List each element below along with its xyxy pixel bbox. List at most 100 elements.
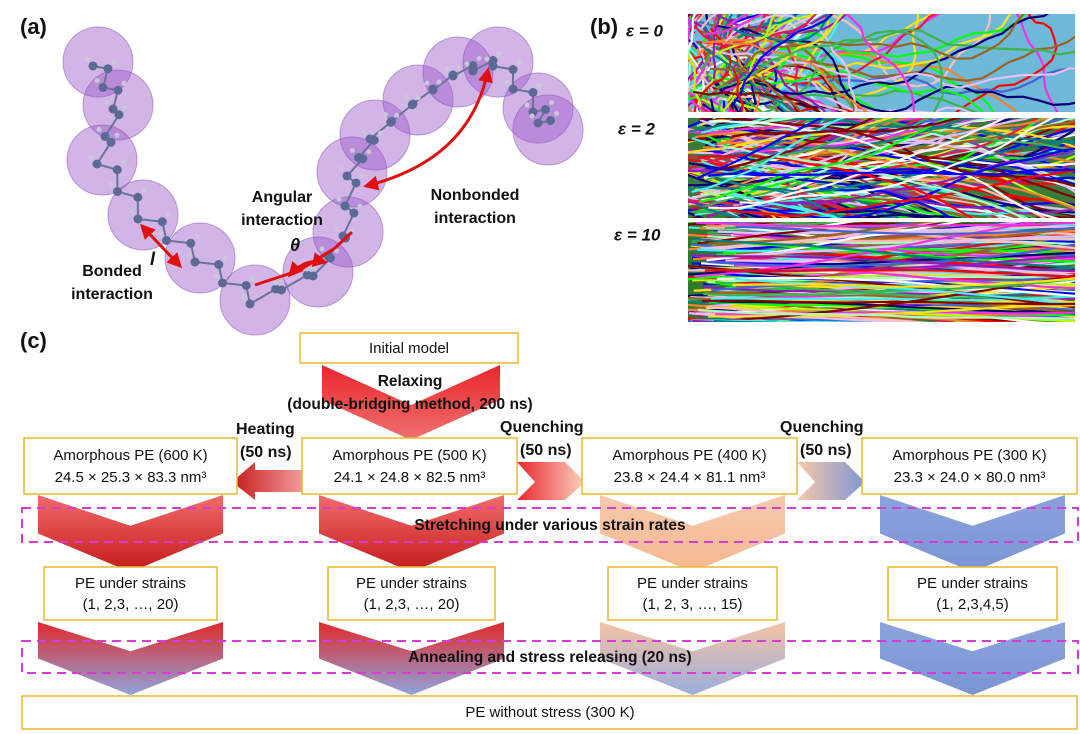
box-text: Amorphous PE (500 K)	[332, 447, 486, 464]
hydrogen	[350, 148, 355, 153]
atom	[186, 238, 196, 248]
chain-line	[699, 118, 952, 203]
chain-line	[715, 29, 944, 112]
hydrogen	[464, 61, 470, 67]
chain-line	[734, 132, 1047, 218]
box-text: PE under strains	[917, 575, 1028, 592]
chain-line	[692, 14, 704, 34]
atom	[342, 171, 352, 181]
hydrogen	[249, 276, 255, 281]
atom	[214, 260, 224, 269]
hydrogen	[496, 51, 502, 56]
chain-line	[716, 276, 1075, 298]
chain-line	[708, 118, 1007, 210]
snapshot	[688, 118, 1075, 218]
quench-arrow	[517, 462, 585, 500]
bead	[62, 26, 134, 98]
chain-line	[697, 93, 764, 112]
hydrogen	[222, 255, 228, 260]
chain-line	[723, 146, 1025, 218]
hydrogen	[186, 252, 192, 258]
hydrogen	[357, 203, 363, 209]
box	[581, 437, 798, 495]
chain-line	[725, 118, 971, 157]
box-text: (1, 2, 3, …, 15)	[642, 596, 742, 613]
hydrogen	[415, 95, 421, 101]
atom	[157, 217, 167, 227]
chain-line	[703, 277, 1075, 297]
chain-line	[730, 118, 1032, 170]
atom	[162, 236, 171, 245]
box-text: PE without stress (300 K)	[465, 704, 634, 721]
chain-line	[696, 14, 706, 23]
chain-line	[725, 14, 832, 86]
step-label: Stretching under various strain rates	[414, 517, 685, 534]
chain-line	[723, 206, 965, 218]
panel-label: (a)	[20, 14, 47, 39]
chevron	[600, 622, 785, 695]
chain-line	[697, 308, 1075, 320]
hydrogen	[120, 160, 126, 166]
atom	[468, 66, 478, 76]
atom	[100, 132, 110, 141]
chain-line	[701, 42, 1075, 89]
chain-line	[702, 299, 1075, 306]
chevron	[600, 495, 785, 572]
annotation: interaction	[241, 212, 323, 229]
chain-line	[694, 132, 1075, 211]
chain-line	[693, 27, 732, 112]
panel-label: (c)	[20, 328, 47, 353]
hydrogen	[114, 132, 120, 138]
atom	[546, 116, 555, 125]
strain-label: ε = 2	[618, 119, 656, 138]
chain-line	[708, 168, 1075, 178]
chain-line	[709, 98, 716, 112]
hydrogen	[121, 80, 127, 86]
step-label: (50 ns)	[520, 442, 572, 459]
chain-line	[689, 99, 706, 112]
atom	[428, 85, 438, 95]
hydrogen	[549, 100, 554, 105]
chain-line	[727, 147, 1075, 218]
hydrogen	[94, 78, 100, 83]
annotation: Nonbonded	[431, 187, 520, 204]
chain-line	[709, 120, 1059, 218]
hydrogen	[111, 59, 117, 65]
chain-line	[719, 95, 849, 112]
atom	[340, 201, 350, 211]
hydrogen	[536, 83, 542, 88]
chain-line	[688, 211, 705, 218]
chain-line	[705, 166, 954, 218]
snapshot	[688, 14, 1075, 112]
atom	[108, 104, 118, 114]
chain-line	[727, 14, 844, 102]
chevron	[880, 622, 1065, 695]
chain-line	[726, 118, 797, 129]
hydrogen	[88, 154, 94, 160]
box-text: PE under strains	[637, 575, 748, 592]
box-text: 23.3 × 24.0 × 80.0 nm³	[894, 469, 1046, 486]
chain-line	[693, 14, 818, 49]
chain-line	[706, 14, 916, 112]
atom	[245, 299, 255, 309]
hydrogen	[383, 112, 388, 117]
chain-line	[723, 14, 730, 16]
box	[327, 566, 496, 621]
box	[21, 695, 1078, 730]
bead	[512, 94, 584, 166]
chain-line	[730, 315, 868, 322]
hydrogen	[319, 246, 325, 252]
atom	[541, 105, 550, 114]
hydrogen	[334, 226, 340, 232]
chain-line	[699, 14, 718, 30]
chain-line	[688, 21, 733, 63]
box	[43, 566, 218, 621]
hydrogen	[444, 66, 450, 72]
hydrogen	[524, 102, 530, 108]
atom	[113, 187, 122, 196]
atom	[88, 61, 98, 71]
hydrogen	[504, 79, 510, 85]
hydrogen	[122, 105, 128, 111]
hydrogen	[241, 294, 247, 300]
chain-line	[696, 222, 1075, 228]
